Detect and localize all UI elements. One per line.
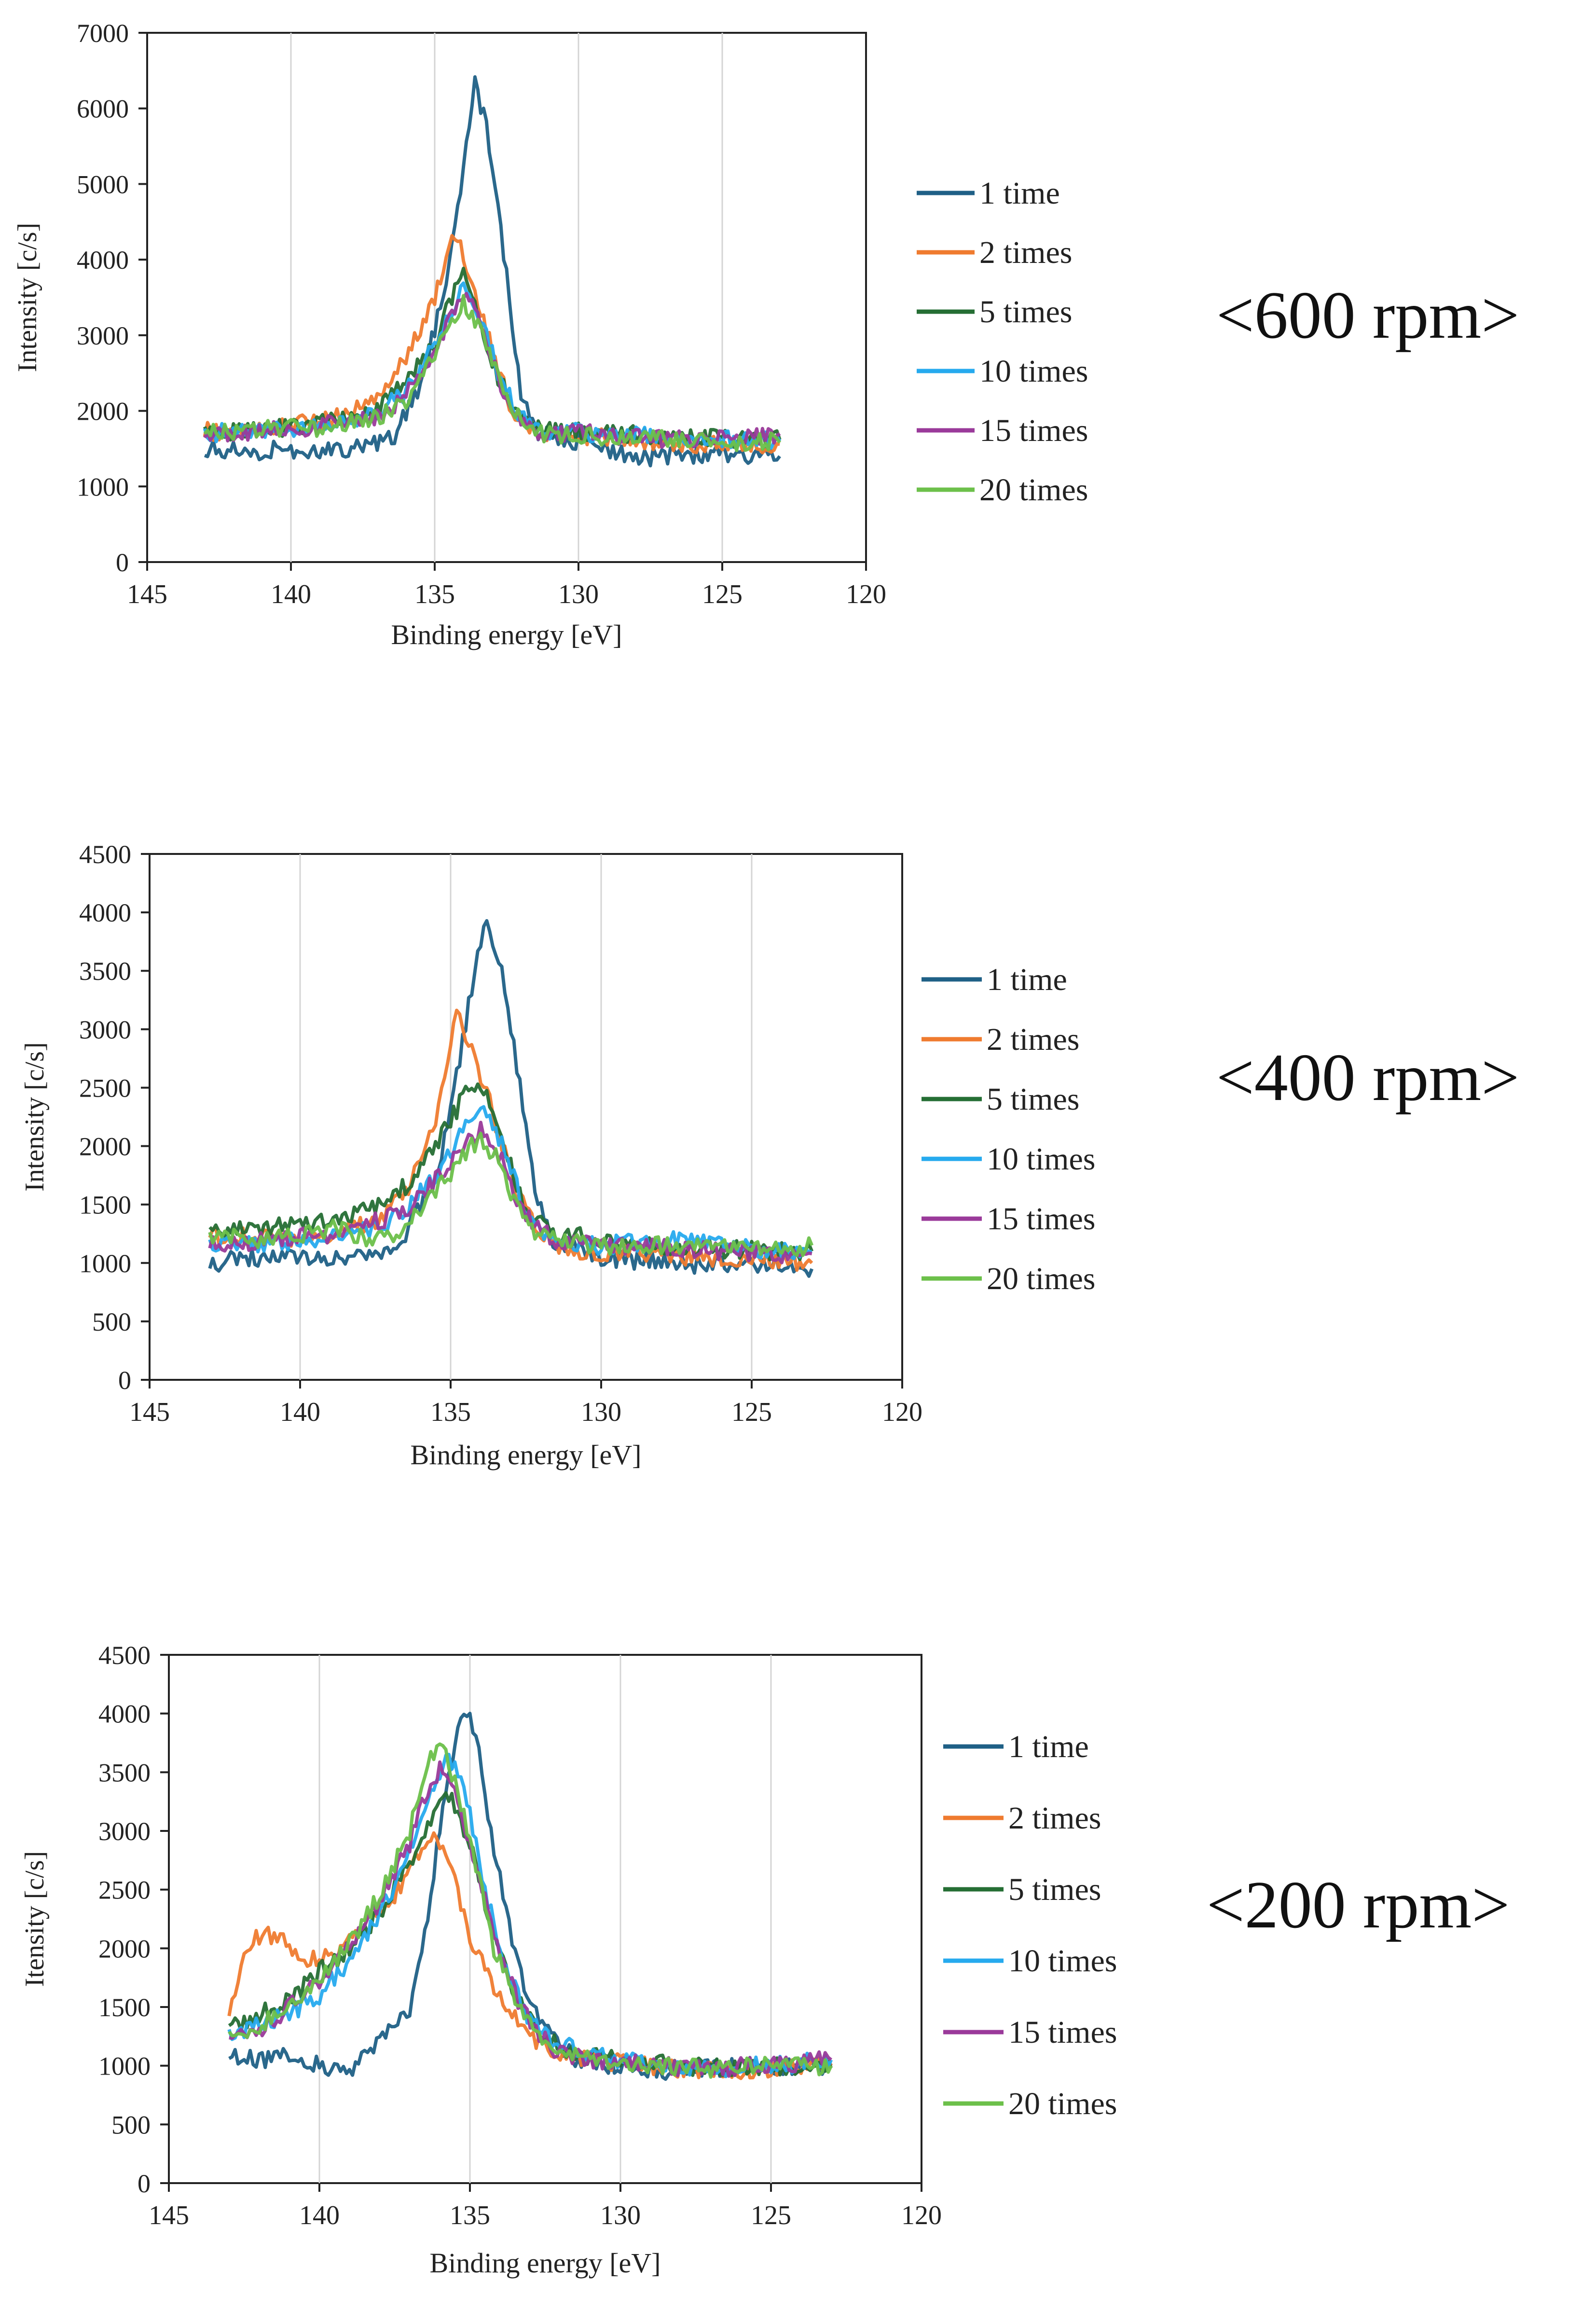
chart-1: 145 140 135 130 125 120 0 500 1000 1500 2000 2500 30… [20, 840, 1519, 1471]
x-tick-label: 135 [430, 1397, 471, 1427]
legend-label: 2 times [979, 235, 1073, 270]
y-axis-label: Itensity [c/s] [20, 1851, 50, 1987]
x-axis-label: Binding energy [eV] [430, 2247, 661, 2279]
x-tick-label: 125 [731, 1397, 772, 1427]
legend-label: 20 times [1008, 2086, 1117, 2121]
x-tick-label: 135 [450, 2200, 490, 2230]
y-tick-label: 0 [118, 1366, 131, 1395]
x-tick-label: 135 [414, 579, 455, 609]
legend-label: 2 times [1008, 1801, 1101, 1836]
y-tick-label: 2000 [77, 397, 129, 426]
y-tick-label: 0 [138, 2169, 151, 2198]
legend-label: 5 times [1008, 1872, 1101, 1907]
chart-0: 145 140 135 130 125 120 0 1000 2000 3000 4000 5000 6… [13, 19, 1519, 650]
series-line-15-times [208, 1121, 812, 1265]
legend-label: 5 times [979, 294, 1073, 330]
series-line-20-times [227, 1742, 833, 2079]
legend-label: 10 times [1008, 1943, 1117, 1979]
x-tick-label: 145 [127, 579, 167, 609]
y-tick-label: 1500 [98, 1993, 151, 2022]
x-tick-label: 120 [882, 1397, 922, 1427]
legend-label: 10 times [987, 1141, 1096, 1177]
x-axis-label: Binding energy [eV] [391, 619, 622, 650]
legend-label: 15 times [1008, 2015, 1117, 2050]
plot-area [168, 1654, 922, 2184]
legend-label: 1 time [987, 962, 1067, 997]
rpm-label: <400 rpm> [1216, 1040, 1519, 1115]
y-tick-label: 1000 [98, 2052, 151, 2081]
y-axis-label: Intensity [c/s] [20, 1042, 50, 1191]
series-line-1-time [204, 75, 781, 468]
legend-label: 20 times [979, 472, 1088, 508]
x-tick-label: 130 [581, 1397, 621, 1427]
x-tick-label: 120 [901, 2200, 942, 2230]
y-tick-label: 4000 [77, 246, 129, 275]
series-line-10-times [208, 1105, 812, 1262]
y-tick-label: 3000 [98, 1817, 151, 1846]
x-tick-label: 140 [280, 1397, 320, 1427]
y-tick-label: 4000 [79, 898, 131, 927]
legend-label: 1 time [1008, 1729, 1089, 1764]
y-tick-label: 3500 [79, 957, 131, 986]
x-tick-label: 130 [558, 579, 599, 609]
y-tick-label: 3500 [98, 1758, 151, 1787]
x-tick-label: 140 [271, 579, 311, 609]
y-tick-label: 3000 [77, 321, 129, 350]
plot-area [146, 32, 867, 563]
y-tick-label: 0 [116, 548, 129, 577]
x-tick-label: 130 [600, 2200, 641, 2230]
legend-label: 5 times [987, 1082, 1080, 1117]
y-tick-label: 2000 [98, 1934, 151, 1963]
series-line-20-times [208, 1131, 814, 1257]
x-tick-label: 145 [129, 1397, 170, 1427]
y-tick-label: 3000 [79, 1015, 131, 1044]
rpm-label: <200 rpm> [1207, 1868, 1510, 1942]
y-tick-label: 7000 [77, 19, 129, 48]
x-axis-label: Binding energy [eV] [411, 1439, 642, 1471]
y-tick-label: 5000 [77, 170, 129, 199]
y-tick-label: 2000 [79, 1132, 131, 1161]
x-tick-label: 125 [751, 2200, 791, 2230]
legend-label: 2 times [987, 1022, 1080, 1057]
y-tick-label: 4500 [79, 840, 131, 869]
y-tick-label: 4500 [98, 1641, 151, 1670]
rpm-label: <600 rpm> [1216, 278, 1519, 353]
y-tick-label: 500 [111, 2110, 151, 2139]
y-tick-label: 4000 [98, 1700, 151, 1729]
y-axis-label: Intensity [c/s] [13, 223, 42, 372]
x-tick-label: 120 [846, 579, 886, 609]
y-tick-label: 1000 [77, 472, 129, 501]
y-tick-label: 2500 [98, 1876, 151, 1905]
y-tick-label: 2500 [79, 1073, 131, 1102]
legend-label: 20 times [987, 1261, 1096, 1296]
x-tick-label: 125 [702, 579, 743, 609]
x-tick-label: 140 [299, 2200, 340, 2230]
legend-label: 1 time [979, 176, 1060, 211]
series-line-20-times [203, 294, 782, 453]
y-tick-label: 500 [92, 1307, 131, 1336]
chart-2: 145 140 135 130 125 120 0 500 1000 1500 2000 2500 30… [20, 1641, 1510, 2279]
legend-label: 15 times [979, 413, 1088, 448]
legend-label: 15 times [987, 1201, 1096, 1237]
x-tick-label: 145 [149, 2200, 189, 2230]
legend-label: 10 times [979, 354, 1088, 389]
y-tick-label: 1000 [79, 1249, 131, 1278]
y-tick-label: 6000 [77, 95, 129, 124]
y-tick-label: 1500 [79, 1191, 131, 1220]
